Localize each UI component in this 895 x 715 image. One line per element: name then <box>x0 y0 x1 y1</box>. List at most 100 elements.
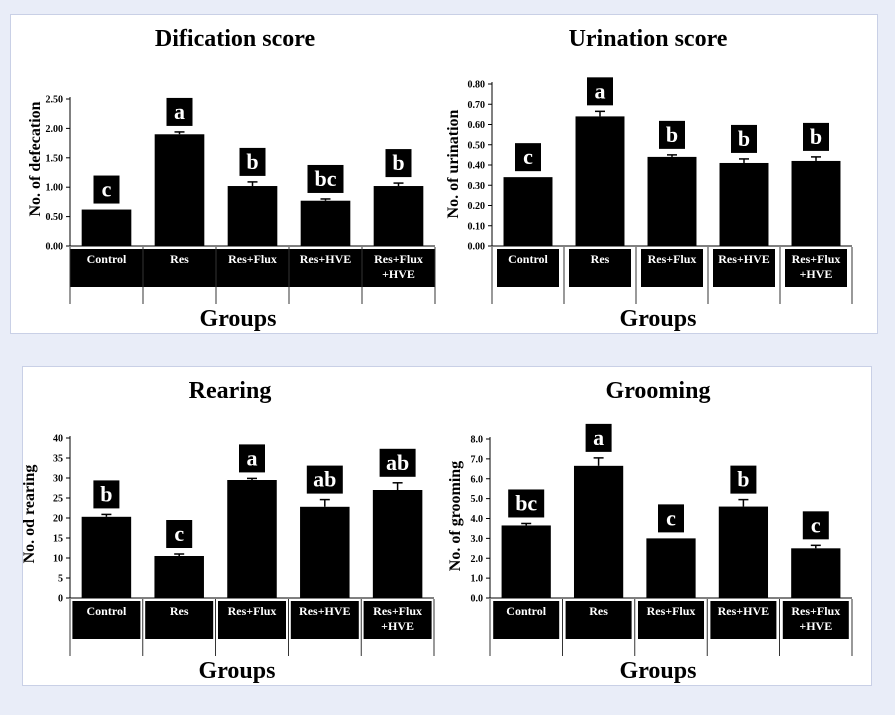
y-tick-label: 7.0 <box>471 454 484 465</box>
y-tick-label: 3.0 <box>471 534 484 545</box>
y-tick-label: 0.80 <box>468 80 486 91</box>
bar-res-flux <box>646 538 696 598</box>
significance-letter-res-flux: b <box>666 122 678 147</box>
x-axis-label: Groups <box>199 658 276 684</box>
significance-box-res-flux-hve <box>379 448 416 477</box>
significance-box-res-flux-hve <box>803 122 829 151</box>
y-tick-label: 0.50 <box>46 212 64 223</box>
significance-letter-res-hve: ab <box>313 467 336 492</box>
y-tick-label: 15 <box>53 534 63 545</box>
y-tick-label: 1.50 <box>46 153 64 164</box>
significance-box-control <box>508 489 545 518</box>
x-axis-label: Groups <box>620 658 697 684</box>
category-box-res <box>565 601 632 639</box>
significance-box-control <box>515 143 541 172</box>
significance-box-res-flux <box>658 504 684 533</box>
category-box-res-flux <box>641 249 703 287</box>
bar-control <box>81 209 132 246</box>
chart-title: Rearing <box>189 378 272 404</box>
bar-res-flux <box>647 156 697 246</box>
category-box-control <box>70 249 143 287</box>
category-label-res-flux: Res+Flux <box>228 252 277 266</box>
bar-res-hve <box>718 506 769 598</box>
significance-letter-res-flux: b <box>246 149 258 174</box>
bar-control <box>501 525 551 598</box>
urination-chart: Urination score No. of urination 0.00 0.10 0… <box>445 26 853 332</box>
y-tick-label: 1.0 <box>471 574 484 585</box>
chart-title: Grooming <box>606 378 711 404</box>
y-tick-label: 20 <box>53 514 63 525</box>
category-label-res-flux-hve: +HVE <box>800 267 833 281</box>
category-label-control: Control <box>506 604 546 618</box>
category-box-res <box>143 249 216 287</box>
significance-box-res-hve <box>730 465 757 494</box>
y-tick-label: 2.50 <box>46 95 64 106</box>
category-label-control: Control <box>87 604 127 618</box>
y-tick-label: 30 <box>53 474 63 485</box>
significance-box-res-flux-hve <box>802 511 829 540</box>
bar-res-flux-hve <box>791 160 841 246</box>
significance-box-res <box>166 97 193 126</box>
chart-title: Urination score <box>569 26 728 52</box>
significance-letter-res: a <box>595 78 606 103</box>
category-box-res-flux-hve <box>363 601 432 639</box>
significance-letter-res-flux: c <box>666 505 676 530</box>
category-label-res-flux-hve: +HVE <box>381 619 414 633</box>
category-box-control <box>72 601 141 639</box>
category-label-res-flux-hve: +HVE <box>799 619 832 633</box>
significance-box-res-hve <box>306 465 343 494</box>
category-label-res-flux: Res+Flux <box>648 252 697 266</box>
y-axis-label: No. of urination <box>445 109 462 218</box>
category-box-res-hve <box>289 249 362 287</box>
significance-letter-res: c <box>174 521 184 546</box>
y-tick-label: 0.10 <box>468 221 486 232</box>
significance-box-control <box>93 480 120 509</box>
y-tick-label: 0 <box>58 594 63 605</box>
y-tick-label: 0.60 <box>468 120 486 131</box>
significance-box-res-flux <box>239 147 266 176</box>
category-label-res-flux-hve: Res+Flux <box>792 252 841 266</box>
y-tick-label: 5 <box>58 574 63 585</box>
significance-box-res <box>587 77 613 106</box>
category-label-res: Res <box>170 604 189 618</box>
y-tick-label: 2.0 <box>471 554 484 565</box>
category-label-res-flux-hve: Res+Flux <box>374 252 423 266</box>
bar-res-flux <box>227 480 277 598</box>
category-label-res-hve: Res+HVE <box>300 252 352 266</box>
significance-box-res-flux-hve <box>385 149 412 178</box>
y-tick-label: 0.0 <box>471 594 484 605</box>
significance-letter-res-hve: b <box>737 467 749 492</box>
y-tick-label: 1.00 <box>46 183 64 194</box>
y-tick-label: 2.00 <box>46 124 64 135</box>
grooming-chart: Grooming No. of grooming 0.0 1.0 2.0 3.0 4.0 5.… <box>447 378 853 684</box>
y-tick-label: 4.0 <box>471 514 484 525</box>
category-label-res-flux: Res+Flux <box>647 604 696 618</box>
y-tick-label: 0.00 <box>468 242 486 253</box>
significance-letter-res-flux-hve: b <box>810 124 822 149</box>
bar-res <box>154 134 205 246</box>
y-tick-label: 8.0 <box>471 435 484 446</box>
significance-letter-res-flux-hve: b <box>392 150 404 175</box>
significance-box-control <box>93 175 120 204</box>
bar-res <box>575 116 625 247</box>
significance-box-res-hve <box>731 124 757 153</box>
category-box-res-hve <box>290 601 359 639</box>
significance-letter-control: bc <box>515 490 537 515</box>
y-tick-label: 5.0 <box>471 494 484 505</box>
y-tick-label: 35 <box>53 454 63 465</box>
y-tick-label: 40 <box>53 434 63 445</box>
category-box-res-hve <box>713 249 775 287</box>
category-label-res-hve: Res+HVE <box>299 604 351 618</box>
bar-res <box>154 556 204 598</box>
bar-res-hve <box>719 162 769 246</box>
category-box-control <box>497 249 559 287</box>
y-axis-label: No. of defecation <box>27 101 44 216</box>
significance-letter-control: c <box>102 177 112 202</box>
category-box-res <box>145 601 214 639</box>
category-box-res-hve <box>710 601 777 639</box>
category-box-res-flux-hve <box>785 249 847 287</box>
category-label-control: Control <box>508 252 548 266</box>
y-tick-label: 6.0 <box>471 474 484 485</box>
significance-letter-res: a <box>174 99 185 124</box>
category-label-res: Res <box>170 252 189 266</box>
